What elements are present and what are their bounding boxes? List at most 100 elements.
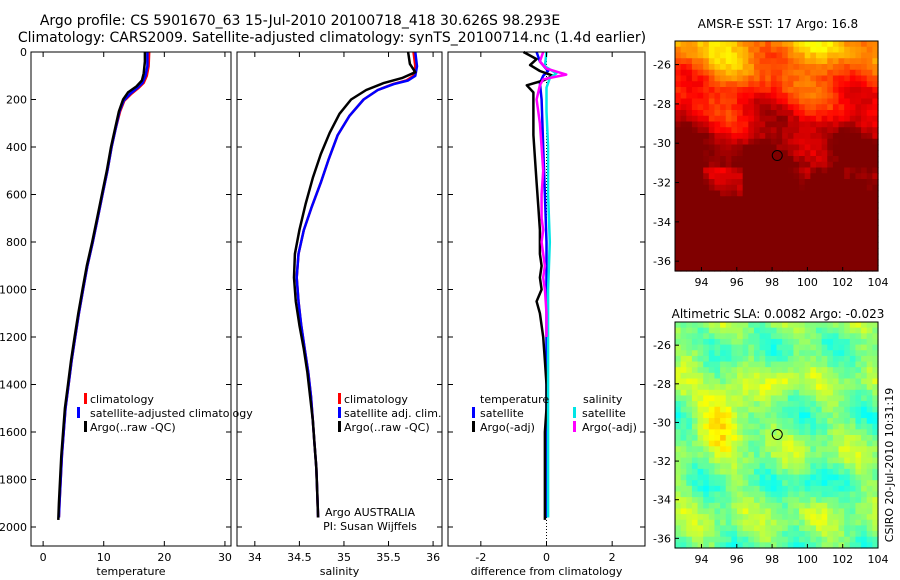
heatmap-cell xyxy=(714,98,721,105)
heatmap-cell xyxy=(737,463,744,470)
heatmap-cell xyxy=(686,485,693,493)
heatmap-cell xyxy=(832,338,840,346)
heatmap-cell xyxy=(759,219,766,226)
heatmap-cell xyxy=(725,202,732,209)
heatmap-cell xyxy=(799,514,806,521)
heatmap-cell xyxy=(821,69,828,77)
heatmap-cell xyxy=(776,156,783,163)
heatmap-cell xyxy=(849,423,857,430)
heatmap-cell xyxy=(872,344,879,351)
heatmap-cell xyxy=(742,412,749,419)
heatmap-cell xyxy=(799,435,806,442)
heatmap-cell xyxy=(737,361,744,368)
heatmap-cell xyxy=(838,485,845,493)
heatmap-cell xyxy=(708,350,716,357)
heatmap-cell xyxy=(675,64,682,71)
heatmap-cell xyxy=(849,389,857,397)
heatmap-cell xyxy=(759,514,766,521)
heatmap-cell xyxy=(675,350,682,357)
heatmap-cell xyxy=(691,508,699,515)
heatmap-cell xyxy=(866,497,873,504)
heatmap-cell xyxy=(804,536,811,543)
heatmap-cell xyxy=(838,531,845,538)
heatmap-cell xyxy=(827,98,834,105)
heatmap-cell xyxy=(844,401,851,408)
heatmap-cell xyxy=(838,161,845,169)
heatmap-cell xyxy=(821,161,828,169)
x-tick-label: 96 xyxy=(730,553,744,566)
heatmap-cell xyxy=(776,361,783,368)
heatmap-cell xyxy=(742,497,749,504)
heatmap-cell xyxy=(872,468,879,476)
heatmap-cell xyxy=(675,219,682,226)
heatmap-cell xyxy=(855,236,862,243)
heatmap-cell xyxy=(720,525,727,532)
heatmap-cell xyxy=(849,519,857,526)
heatmap-cell xyxy=(866,485,873,493)
heatmap-cell xyxy=(703,167,710,174)
heatmap-cell xyxy=(844,423,851,430)
heatmap-cell xyxy=(720,446,727,453)
heatmap-cell xyxy=(872,161,879,169)
heatmap-cell xyxy=(861,230,868,238)
heatmap-cell xyxy=(680,350,687,357)
heatmap-cell xyxy=(838,361,845,368)
heatmap-cell xyxy=(753,451,761,459)
heatmap-cell xyxy=(776,161,783,169)
heatmap-cell xyxy=(855,202,862,209)
heatmap-cell xyxy=(691,401,699,408)
heatmap-cell xyxy=(714,225,721,232)
heatmap-cell xyxy=(691,184,699,192)
heatmap-cell xyxy=(748,429,755,436)
heatmap-cell xyxy=(770,127,778,134)
heatmap-cell xyxy=(731,338,738,346)
heatmap-cell xyxy=(686,115,693,123)
heatmap-cell xyxy=(765,173,772,180)
heatmap-cell xyxy=(815,531,823,538)
heatmap-cell xyxy=(708,81,716,88)
heatmap-cell xyxy=(708,384,716,391)
heatmap-cell xyxy=(787,219,795,226)
heatmap-cell xyxy=(793,81,800,88)
heatmap-cell xyxy=(725,378,732,385)
heatmap-cell xyxy=(697,179,704,186)
heatmap-cell xyxy=(770,179,778,186)
heatmap-cell xyxy=(686,429,693,436)
heatmap-cell xyxy=(675,531,682,538)
heatmap-cell xyxy=(844,361,851,368)
heatmap-cell xyxy=(765,502,772,510)
heatmap-cell xyxy=(782,144,789,151)
heatmap-cell xyxy=(753,412,761,419)
heatmap-cell xyxy=(708,338,716,346)
heatmap-cell xyxy=(748,87,755,94)
heatmap-cell xyxy=(753,179,761,186)
heatmap-cell xyxy=(742,327,749,334)
heatmap-cell xyxy=(748,64,755,71)
heatmap-cell xyxy=(731,161,738,169)
heatmap-cell xyxy=(714,389,721,397)
heatmap-cell xyxy=(686,451,693,459)
heatmap-cell xyxy=(810,41,817,48)
heatmap-cell xyxy=(793,355,800,363)
heatmap-cell xyxy=(675,406,682,413)
heatmap-cell xyxy=(804,322,811,329)
heatmap-cell xyxy=(759,361,766,368)
heatmap-cell xyxy=(776,480,783,487)
heatmap-cell xyxy=(787,457,795,464)
heatmap-cell xyxy=(793,92,800,100)
heatmap-cell xyxy=(708,225,716,232)
heatmap-cell xyxy=(748,457,755,464)
heatmap-cell xyxy=(714,41,721,48)
heatmap-cell xyxy=(827,81,834,88)
heatmap-cell xyxy=(872,98,879,105)
heatmap-cell xyxy=(675,361,682,368)
heatmap-cell xyxy=(680,58,687,65)
heatmap-cell xyxy=(799,236,806,243)
heatmap-cell xyxy=(872,259,879,266)
heatmap-cell xyxy=(770,161,778,169)
heatmap-cell xyxy=(815,265,823,272)
heatmap-cell xyxy=(770,480,778,487)
heatmap-cell xyxy=(731,542,738,549)
heatmap-cell xyxy=(725,474,732,481)
heatmap-cell xyxy=(731,485,738,493)
